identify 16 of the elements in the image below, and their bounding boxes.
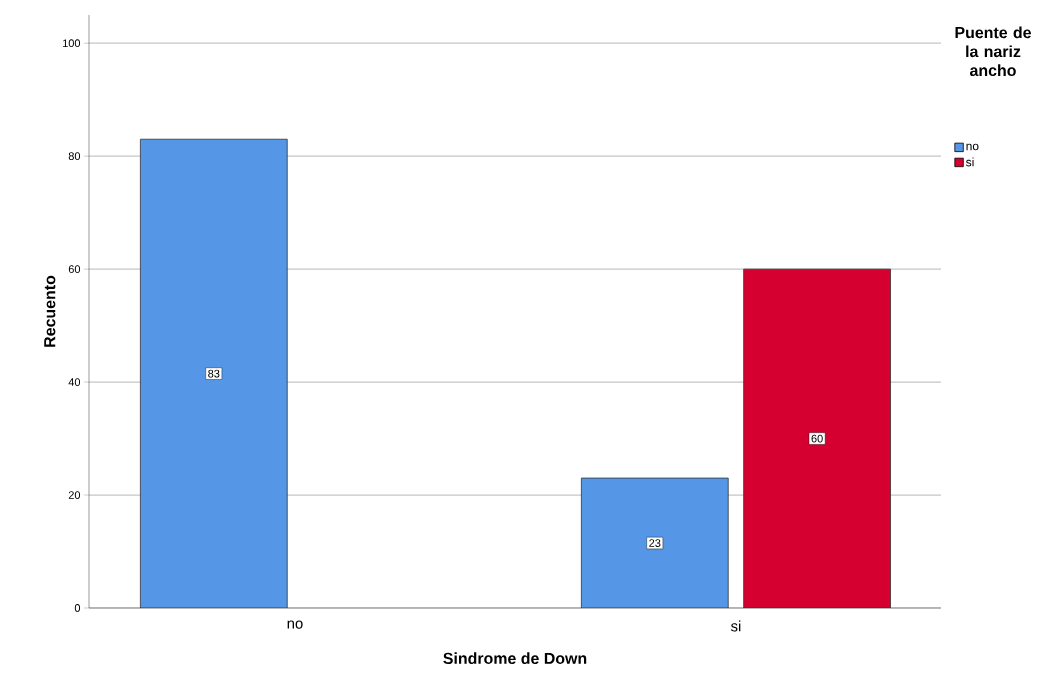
legend-title: Puente de la nariz ancho bbox=[955, 26, 1031, 77]
legend-label: si bbox=[966, 157, 974, 167]
legend-label: no bbox=[966, 143, 979, 151]
data-label: 23 bbox=[649, 539, 661, 547]
y-tick-label: 100 bbox=[63, 39, 81, 48]
data-label: 83 bbox=[208, 369, 220, 378]
bar bbox=[580, 477, 729, 608]
y-tick-label: 40 bbox=[68, 378, 81, 386]
bar bbox=[139, 138, 288, 608]
y-tick-label: 20 bbox=[68, 491, 81, 499]
y-tick-label: 80 bbox=[68, 152, 81, 161]
y-axis-title: Recuento bbox=[44, 275, 56, 347]
y-tick-label: 0 bbox=[74, 604, 81, 612]
x-axis-title: Sindrome de Down bbox=[443, 652, 587, 665]
data-label: 60 bbox=[811, 434, 823, 443]
y-tick-label: 60 bbox=[68, 265, 81, 274]
